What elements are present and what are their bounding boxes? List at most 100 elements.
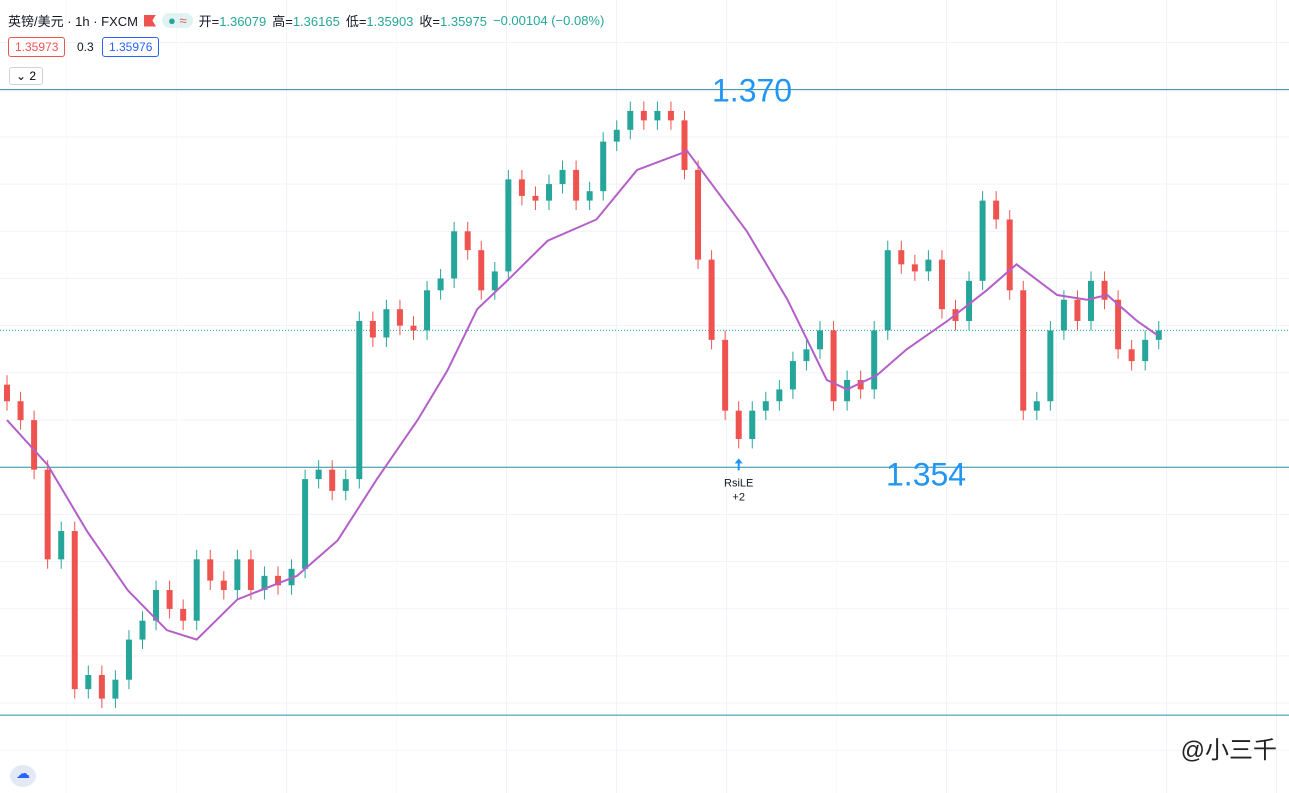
candle-body bbox=[722, 339, 729, 411]
signal-arrow bbox=[734, 458, 743, 471]
candle-body bbox=[31, 420, 38, 470]
candle-body bbox=[979, 200, 986, 281]
candle-body bbox=[817, 330, 823, 350]
candle-body bbox=[302, 479, 309, 569]
candle-body bbox=[4, 384, 10, 402]
candle-body bbox=[193, 559, 200, 621]
candle-body bbox=[17, 401, 24, 421]
candle-body bbox=[776, 389, 783, 402]
candle-body bbox=[993, 200, 1000, 220]
candle-body bbox=[654, 110, 661, 121]
candle-body bbox=[1074, 299, 1081, 321]
candle-body bbox=[627, 110, 634, 130]
watermark: @小三千 bbox=[1180, 737, 1277, 764]
symbol-title: 英镑/美元 · 1h · FXCM bbox=[8, 14, 139, 29]
indicator-count: 2 bbox=[29, 69, 37, 83]
candle-body bbox=[925, 259, 932, 272]
ohlc-high: 高=1.36165 bbox=[272, 14, 340, 29]
ohlc-open: 开=1.36079 bbox=[198, 14, 267, 29]
candle-body bbox=[451, 231, 458, 279]
ask[interactable]: 1.35976 bbox=[102, 37, 160, 57]
candle-body bbox=[1101, 280, 1108, 300]
candle-body bbox=[261, 575, 268, 591]
candle-body bbox=[505, 179, 512, 272]
candle-body bbox=[247, 559, 254, 591]
candle-body bbox=[1115, 299, 1122, 350]
candle-body bbox=[1128, 349, 1135, 362]
signal-label: RsiLE bbox=[724, 477, 753, 489]
candle-body bbox=[234, 559, 241, 591]
candle-body bbox=[884, 250, 891, 331]
ohlc-close: 收=1.35975 bbox=[419, 14, 487, 29]
candle-body bbox=[844, 379, 851, 402]
candle-body bbox=[803, 349, 810, 362]
signal-count: +2 bbox=[732, 491, 745, 503]
candle-body bbox=[695, 169, 702, 260]
candle-body bbox=[1047, 330, 1054, 402]
candle-body bbox=[125, 639, 132, 680]
candle-body bbox=[153, 590, 160, 621]
candle-body bbox=[180, 608, 187, 621]
candle-body bbox=[559, 169, 566, 185]
candle-body bbox=[1006, 219, 1013, 291]
candle-body bbox=[735, 410, 742, 439]
candle-body bbox=[166, 590, 173, 609]
candle-body bbox=[546, 184, 552, 201]
flag[interactable] bbox=[144, 14, 157, 27]
level-label: 1.354 bbox=[886, 456, 966, 492]
candle-body bbox=[830, 330, 837, 402]
candle-body bbox=[275, 575, 281, 586]
candle-body bbox=[112, 679, 119, 699]
bid[interactable]: 1.35973 bbox=[8, 37, 66, 57]
header: 英镑/美元 · 1h · FXCM ● ≈ 开=1.36079 高=1.3616… bbox=[8, 11, 604, 30]
candle-body bbox=[98, 674, 105, 699]
candle-body bbox=[1155, 330, 1162, 340]
candle-body bbox=[518, 179, 525, 196]
candle-body bbox=[708, 259, 715, 340]
candle-body bbox=[1020, 290, 1027, 411]
candle-body bbox=[667, 110, 674, 121]
candle-body bbox=[356, 320, 363, 480]
candle-body bbox=[871, 330, 878, 390]
change: −0.00104 (−0.08%) bbox=[493, 13, 605, 28]
candle-body bbox=[329, 469, 336, 491]
candle-body bbox=[613, 129, 620, 142]
logo[interactable]: ☁ bbox=[10, 765, 36, 787]
candle-body bbox=[342, 479, 349, 491]
candle-body bbox=[966, 280, 973, 321]
candle-body bbox=[1142, 339, 1149, 362]
candle-body bbox=[573, 169, 580, 201]
candle-body bbox=[44, 469, 51, 560]
candle-body bbox=[207, 559, 214, 581]
candle-body bbox=[396, 309, 403, 326]
candle-body bbox=[410, 325, 417, 331]
candle-body bbox=[640, 110, 647, 121]
candle-body bbox=[491, 271, 498, 291]
ohlc-low: 低=1.35903 bbox=[345, 14, 414, 29]
status-pill[interactable]: ● ≈ bbox=[162, 13, 193, 28]
moving-average bbox=[6, 149, 1158, 641]
candle-body bbox=[532, 195, 539, 201]
candle-body bbox=[1088, 280, 1094, 321]
candle-body bbox=[586, 191, 593, 201]
candle-body bbox=[789, 361, 796, 390]
candle-body bbox=[383, 309, 390, 338]
candle-body bbox=[898, 250, 905, 265]
candle-body bbox=[437, 278, 444, 291]
candle-body bbox=[369, 320, 376, 338]
candle-body bbox=[681, 120, 688, 170]
candle-body bbox=[762, 401, 769, 411]
candle-body bbox=[600, 141, 607, 192]
candle-body bbox=[464, 231, 471, 251]
candle-body bbox=[315, 469, 322, 480]
candle-body bbox=[749, 410, 756, 439]
indicator-toggle[interactable]: ⌄ 2 bbox=[9, 67, 44, 85]
spread: 0.3 bbox=[77, 40, 94, 54]
candle-body bbox=[857, 379, 864, 390]
candle-body bbox=[85, 674, 92, 690]
candle-body bbox=[424, 290, 431, 331]
candle-body bbox=[139, 620, 146, 640]
candle-body bbox=[938, 259, 945, 310]
